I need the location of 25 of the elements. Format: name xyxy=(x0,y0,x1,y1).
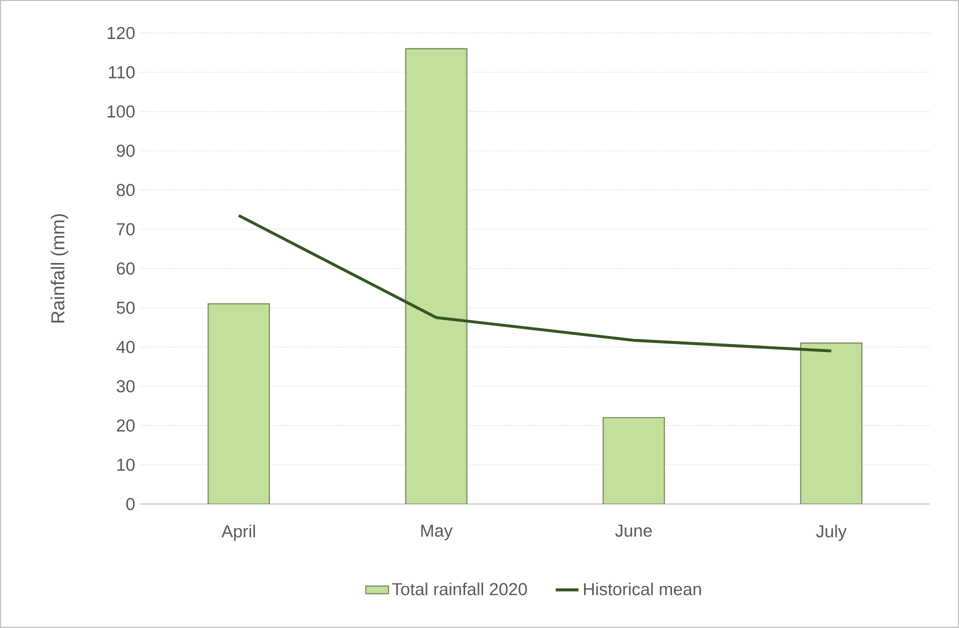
y-tick-label: 110 xyxy=(108,66,135,78)
line-series xyxy=(237,214,833,352)
y-tick-label: 100 xyxy=(108,105,135,118)
y-tick-label: 90 xyxy=(116,144,135,157)
y-axis-title: Rainfall (mm) xyxy=(50,214,68,322)
y-tick-label: 20 xyxy=(116,419,135,432)
bar xyxy=(405,48,468,504)
x-tick-label: April xyxy=(221,524,255,541)
y-tick-label: 80 xyxy=(116,184,135,196)
y-tick-label: 30 xyxy=(116,380,135,392)
x-tick-label: June xyxy=(615,524,652,537)
y-tick-label: 60 xyxy=(116,262,135,275)
y-tick-label: 0 xyxy=(126,498,135,510)
y-tick-label: 120 xyxy=(108,26,135,40)
bar xyxy=(602,417,665,504)
bar xyxy=(208,303,270,504)
y-tick-label: 10 xyxy=(117,458,135,471)
legend-label: Historical mean xyxy=(584,582,701,596)
x-tick-label: July xyxy=(816,524,847,541)
x-tick-label: May xyxy=(421,524,453,540)
legend-label: Total rainfall 2020 xyxy=(392,582,527,596)
y-tick-label: 70 xyxy=(116,223,135,236)
y-tick-label: 40 xyxy=(116,340,135,354)
bar xyxy=(800,342,862,504)
y-tick-label: 50 xyxy=(116,302,135,314)
